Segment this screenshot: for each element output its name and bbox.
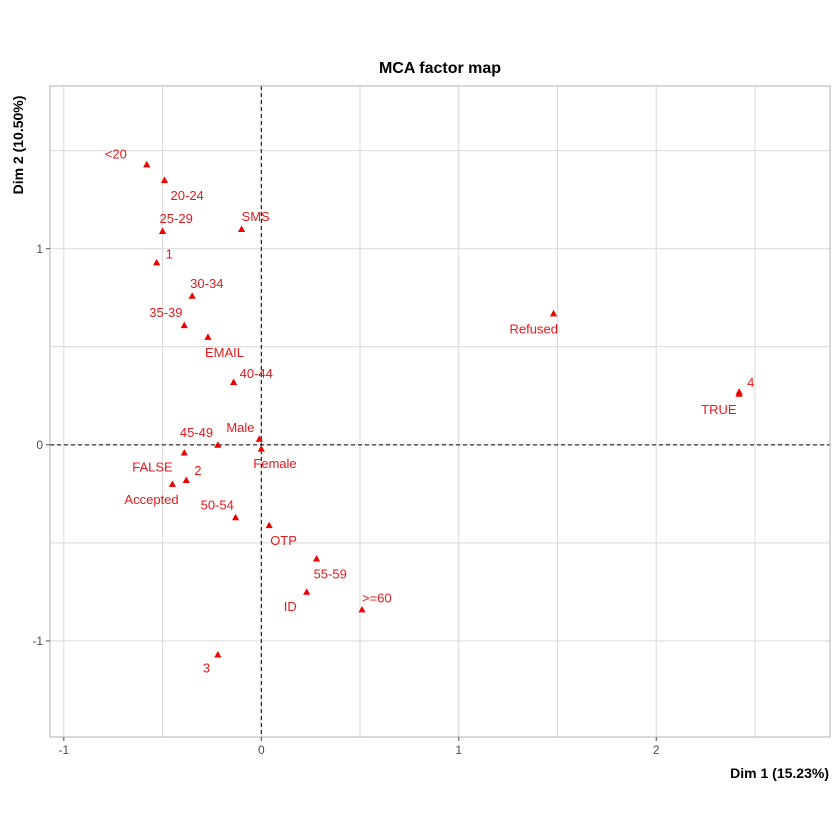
axis-ticks: -1 0 1 2 -1 0 1 (32, 242, 660, 757)
point-marker-5 (188, 292, 196, 299)
point-label-8: 40-44 (240, 366, 273, 381)
point-label-4: 1 (166, 246, 173, 261)
point-marker-12 (214, 441, 222, 448)
point-label-23: 3 (203, 661, 210, 676)
point-label-18: 50-54 (201, 497, 234, 512)
point-label-22: ID (284, 599, 297, 614)
point-label-2: 25-29 (160, 211, 193, 226)
point-label-7: EMAIL (205, 345, 244, 360)
point-marker-11 (735, 390, 743, 397)
point-label-13: Male (226, 420, 254, 435)
x-tick-label: 0 (258, 743, 265, 757)
point-marker-0 (143, 160, 151, 168)
point-marker-17 (168, 480, 177, 487)
point-marker-9 (549, 309, 558, 317)
data-points (143, 160, 743, 658)
point-marker-7 (204, 333, 212, 340)
point-marker-13 (255, 435, 263, 442)
y-tick-label: 1 (36, 242, 43, 256)
point-label-20: 55-59 (314, 567, 347, 582)
point-label-6: 35-39 (149, 305, 182, 320)
point-label-12: 45-49 (180, 425, 213, 440)
point-label-16: 2 (194, 463, 201, 478)
point-marker-16 (182, 476, 190, 484)
point-marker-23 (214, 651, 222, 658)
point-label-0: <20 (105, 146, 127, 161)
point-marker-8 (230, 378, 238, 385)
point-marker-19 (265, 521, 273, 529)
x-tick-label: 1 (455, 743, 462, 757)
point-marker-4 (153, 258, 161, 266)
point-label-14: Female (253, 456, 296, 471)
point-labels: <20 20-24 25-29 SMS 1 30-34 35-39 EMAIL 40-44 Ref… (105, 146, 755, 675)
point-marker-22 (303, 588, 311, 595)
y-tick-label: 0 (36, 438, 43, 452)
point-label-11: TRUE (701, 402, 737, 417)
point-label-19: OTP (270, 533, 297, 548)
point-marker-2 (158, 227, 167, 234)
point-marker-15 (180, 449, 188, 456)
y-axis-title: Dim 2 (10.50%) (10, 96, 26, 195)
point-label-10: 4 (747, 375, 754, 390)
point-marker-1 (160, 176, 169, 184)
point-label-15: FALSE (132, 460, 173, 475)
x-tick-label: -1 (58, 743, 69, 757)
reference-lines (50, 86, 830, 737)
point-marker-20 (312, 554, 321, 562)
point-marker-14 (257, 445, 265, 452)
point-label-5: 30-34 (190, 276, 223, 291)
point-label-1: 20-24 (171, 188, 204, 203)
x-axis-title: Dim 1 (15.23%) (730, 765, 829, 781)
chart-title: MCA factor map (379, 60, 501, 77)
point-label-3: SMS (242, 209, 271, 224)
point-marker-21 (358, 605, 366, 613)
point-label-17: Accepted (124, 492, 178, 507)
x-tick-label: 2 (653, 743, 660, 757)
point-marker-3 (237, 225, 246, 233)
point-marker-6 (180, 321, 188, 329)
plot-panel (49, 85, 831, 738)
point-label-21: >=60 (362, 591, 392, 606)
point-marker-18 (232, 513, 240, 521)
y-tick-label: -1 (32, 634, 43, 648)
point-label-9: Refused (510, 321, 558, 336)
